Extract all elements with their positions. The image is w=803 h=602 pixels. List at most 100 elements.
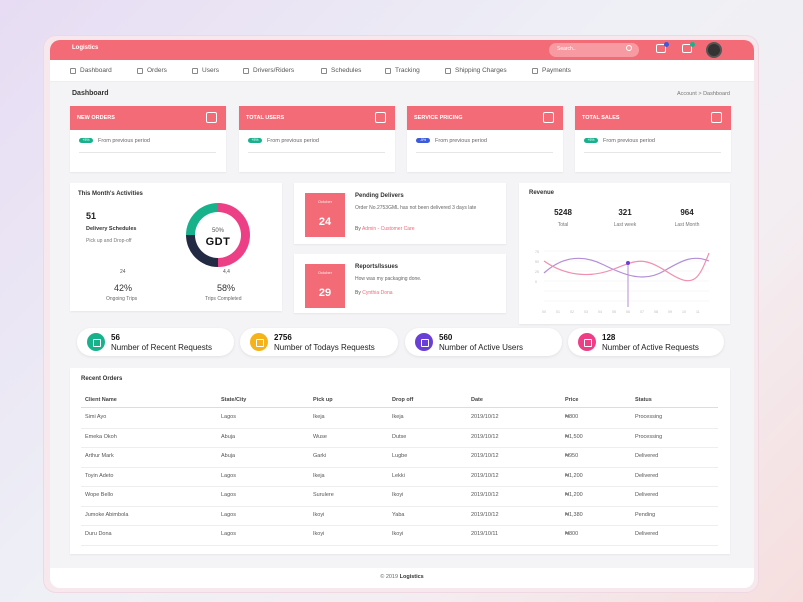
cell-dropoff: Dutse [392,433,407,440]
breadcrumb[interactable]: Account > Dashboard [676,91,730,97]
svg-text:02: 02 [570,310,574,314]
divider [248,152,385,153]
bell-icon[interactable] [682,42,695,53]
cell-price: ₦1,200 [565,492,583,498]
cell-date: 2019/10/12 [471,511,499,518]
nav-item-shipping[interactable]: Shipping Charges [445,67,507,74]
request-pill-active-users[interactable]: 560 Number of Active Users [405,328,562,356]
divider [416,152,553,153]
request-label: Number of Active Users [439,343,524,352]
home-icon [70,67,76,74]
column-header[interactable]: Status [635,397,652,403]
svg-text:06: 06 [626,310,630,314]
cell-price: ₦1,380 [565,511,583,518]
svg-text:05: 05 [612,310,616,314]
schedule-sub: Pick up and Drop-off [86,238,132,244]
svg-text:09: 09 [668,310,672,314]
event-author: By Cynthia Dona [355,290,393,296]
stat-card-label: TOTAL USERS [246,115,285,121]
nav-label: Drivers/Riders [253,67,295,74]
table-row[interactable]: Simi Ayo Lagos Ikeja Ikeja 2019/10/12 ₦8… [81,409,718,429]
event-author-name[interactable]: Admin - Customer Care [361,226,415,232]
table-row[interactable]: Duru Dona Lagos Ikoyi Ikoyi 2019/10/11 ₦… [81,526,718,546]
cell-dropoff: Lekki [392,472,405,479]
cell-date: 2019/10/12 [471,414,499,420]
column-header[interactable]: Date [471,397,483,403]
nav-label: Schedules [331,67,362,74]
notification-badge [690,42,695,47]
stat-card-total-sales[interactable]: TOTAL SALES +5% From previous period [575,106,731,172]
request-pill-recent[interactable]: 56 Number of Recent Requests [77,328,234,356]
nav-item-users[interactable]: Users [192,67,219,74]
stat-card-header: TOTAL SALES [575,106,731,130]
ongoing-label: Ongoing Trips [106,296,138,302]
column-header[interactable]: Pick up [313,397,333,403]
mail-icon[interactable] [656,42,669,53]
table-row[interactable]: Emeka Okoh Abuja Wuse Dutse 2019/10/12 ₦… [81,429,718,448]
series-line-purple [543,257,710,278]
nav-label: Orders [147,67,167,74]
svg-text:75: 75 [535,250,539,254]
column-header[interactable]: State/City [221,397,247,403]
avatar[interactable] [706,42,722,58]
calendar-icon [321,67,327,74]
request-count: 2756 [274,333,292,342]
cell-price: ₦800 [565,414,579,420]
nav-item-orders[interactable]: Orders [137,67,167,74]
cell-client: Duru Dona [85,531,112,537]
nav-item-dashboard[interactable]: Dashboard [70,67,112,74]
column-header[interactable]: Price [565,397,579,403]
revenue-total: 5248 [554,208,572,217]
table-row[interactable]: Jumoke Abimbola Lagos Ikoyi Yaba 2019/10… [81,507,718,526]
cart-icon [711,112,722,123]
nav-label: Shipping Charges [455,67,507,74]
nav-item-tracking[interactable]: Tracking [385,67,420,74]
column-header[interactable]: Drop off [392,397,414,403]
cell-dropoff: Ikoyi [392,531,404,537]
cell-state: Lagos [221,492,236,498]
recent-orders-panel: Recent Orders Client Name State/City Pic… [70,368,730,554]
brand-logo[interactable]: Logistics [72,45,99,51]
change-badge: -5% [416,138,430,143]
nav-item-schedules[interactable]: Schedules [321,67,361,74]
donut-percent: 50% [211,228,224,234]
cell-pickup: Ikoyi [313,531,325,537]
cell-price: ₦1,500 [565,433,583,440]
schedule-label: Delivery Schedules [86,226,137,232]
completed-count: 4,4 [223,269,230,275]
stat-card-total-users[interactable]: TOTAL USERS +5% From previous period [239,106,395,172]
users-icon [192,67,198,74]
cell-status: Delivered [635,472,659,479]
stat-card-new-orders[interactable]: NEW ORDERS +5% From previous period [70,106,226,172]
top-bar: Logistics Search.. [50,40,754,60]
column-header[interactable]: Client Name [85,397,117,403]
cell-client: Wope Bello [85,492,114,498]
table-row[interactable]: Wope Bello Lagos Surulere Ikoyi 2019/10/… [81,487,718,507]
tag-icon [543,112,554,123]
event-card-reports[interactable]: October 29 Reports/Issues How was my pac… [294,254,506,313]
stat-card-service-pricing[interactable]: SERVICE PRICING -5% From previous period [407,106,563,172]
search-input[interactable]: Search.. [549,43,639,57]
svg-text:0: 0 [535,280,537,284]
event-description: How was my packaging done. [355,276,422,282]
cell-state: Lagos [221,472,236,479]
nav-item-payments[interactable]: Payments [532,67,571,74]
cell-state: Lagos [221,531,236,537]
cell-state: Lagos [221,414,236,420]
gdt-logo: GDT [205,236,231,248]
chart-marker-point [626,261,630,265]
event-card-pending[interactable]: October 24 Pending Delivers Order No.275… [294,183,506,244]
svg-text:07: 07 [640,310,644,314]
request-pill-today[interactable]: 2756 Number of Todays Requests [240,328,398,356]
event-author-name[interactable]: Cynthia Dona [362,290,393,296]
svg-text:03: 03 [584,310,588,314]
cell-dropoff: Ikoyi [392,492,404,498]
table-row[interactable]: Toyin Adeto Lagos Ikeja Lekki 2019/10/12… [81,468,718,487]
table-row[interactable]: Arthur Mark Abuja Garki Lugbe 2019/10/12… [81,448,718,468]
footer: © 2019 Logistics [50,568,754,588]
revenue-panel: Revenue 5248 Total 321 Last week 964 Las… [519,183,730,324]
main-nav: Dashboard Orders Users Drivers/Riders Sc… [50,60,754,82]
search-icon[interactable] [626,45,632,51]
request-pill-active-requests[interactable]: 128 Number of Active Requests [568,328,724,356]
nav-item-drivers[interactable]: Drivers/Riders [243,67,294,74]
